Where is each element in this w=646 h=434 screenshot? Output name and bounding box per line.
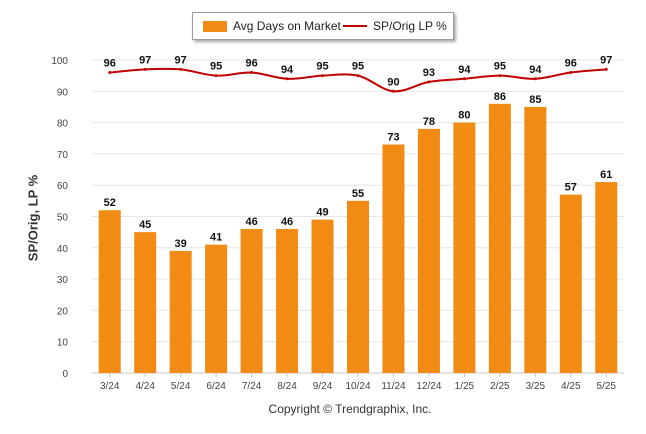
chart-legend: Avg Days on Market SP/Orig LP %	[192, 12, 454, 40]
line-data-label: 95	[494, 61, 506, 73]
line-point	[179, 67, 183, 71]
bar-days-on-market	[276, 229, 299, 373]
line-data-label: 97	[139, 54, 151, 66]
y-tick-label: 70	[57, 150, 69, 161]
bar-days-on-market	[205, 244, 228, 373]
bar-days-on-market	[417, 128, 440, 373]
line-data-label: 97	[175, 54, 187, 66]
line-data-label: 96	[104, 58, 116, 70]
y-tick-label: 10	[57, 338, 69, 349]
bar-days-on-market	[453, 122, 476, 373]
line-point	[143, 67, 147, 71]
bar-data-label: 49	[316, 207, 328, 219]
bar-data-label: 45	[139, 219, 151, 231]
x-tick-label: 10/24	[345, 381, 370, 392]
line-point	[250, 71, 254, 75]
bar-days-on-market	[240, 229, 263, 373]
bar-data-label: 73	[387, 132, 399, 144]
x-tick-label: 2/25	[490, 381, 510, 392]
line-data-label: 95	[352, 61, 364, 73]
y-tick-label: 20	[57, 306, 69, 317]
bar-data-label: 52	[104, 197, 116, 209]
x-tick-label: 12/24	[416, 381, 441, 392]
y-tick-label: 90	[57, 87, 69, 98]
line-data-label: 93	[423, 67, 435, 79]
line-point	[533, 77, 537, 81]
line-point	[214, 74, 218, 78]
line-point	[285, 77, 289, 81]
y-tick-label: 100	[51, 56, 68, 67]
line-data-label: 96	[565, 58, 577, 70]
bar-data-label: 41	[210, 232, 222, 244]
legend-label-days-on-market: Avg Days on Market	[233, 19, 341, 33]
bar-data-label: 78	[423, 116, 435, 128]
line-point	[321, 74, 325, 78]
x-tick-label: 11/24	[381, 381, 406, 392]
legend-swatch-line	[343, 25, 367, 27]
line-point	[498, 74, 502, 78]
y-tick-label: 40	[57, 244, 69, 255]
line-data-label: 94	[281, 64, 294, 76]
bar-days-on-market	[311, 219, 334, 373]
line-data-label: 90	[387, 76, 399, 88]
legend-item-sp-orig-lp[interactable]: SP/Orig LP %	[343, 19, 447, 33]
bar-days-on-market	[524, 106, 547, 373]
line-point	[108, 71, 112, 75]
line-data-label: 97	[600, 54, 612, 66]
line-point	[427, 80, 431, 84]
bar-data-label: 55	[352, 188, 364, 200]
line-data-label: 94	[529, 64, 542, 76]
bar-days-on-market	[347, 200, 369, 373]
line-point	[391, 89, 395, 93]
legend-label-sp-orig-lp: SP/Orig LP %	[373, 19, 447, 33]
y-tick-label: 30	[57, 275, 69, 286]
y-tick-label: 50	[57, 213, 69, 224]
bar-days-on-market	[169, 250, 192, 373]
x-tick-label: 1/25	[455, 381, 475, 392]
bar-data-label: 61	[600, 169, 612, 181]
line-point	[356, 74, 360, 78]
x-tick-label: 9/24	[313, 381, 333, 392]
line-point	[604, 67, 608, 71]
y-axis-label: SP/Orig, LP %	[25, 174, 41, 262]
x-tick-label: 7/24	[242, 381, 262, 392]
line-data-label: 94	[458, 64, 471, 76]
x-tick-label: 4/25	[561, 381, 581, 392]
bar-data-label: 57	[565, 182, 577, 194]
legend-item-days-on-market[interactable]: Avg Days on Market	[203, 19, 341, 33]
line-point	[569, 71, 573, 75]
x-tick-label: 3/25	[526, 381, 546, 392]
bar-days-on-market	[98, 210, 121, 373]
y-tick-label: 0	[62, 369, 68, 380]
bar-days-on-market	[134, 232, 157, 373]
bar-days-on-market	[559, 194, 582, 373]
bar-data-label: 86	[494, 91, 506, 103]
line-point	[462, 77, 466, 81]
bar-data-label: 46	[245, 216, 257, 228]
bar-data-label: 46	[281, 216, 293, 228]
bar-days-on-market	[488, 103, 511, 373]
y-tick-label: 60	[57, 181, 69, 192]
y-tick-label: 80	[57, 119, 69, 130]
x-tick-label: 5/24	[171, 381, 191, 392]
bar-days-on-market	[595, 182, 618, 373]
line-data-label: 96	[245, 58, 257, 70]
x-tick-label: 4/24	[135, 381, 155, 392]
x-tick-label: 6/24	[206, 381, 226, 392]
x-tick-label: 8/24	[277, 381, 297, 392]
x-tick-label: 5/25	[597, 381, 617, 392]
line-data-label: 95	[210, 61, 222, 73]
x-tick-label: 3/24	[100, 381, 120, 392]
bar-days-on-market	[382, 144, 405, 373]
bar-data-label: 80	[458, 110, 470, 122]
legend-swatch-bar	[203, 20, 227, 32]
bar-data-label: 39	[175, 238, 187, 250]
bar-data-label: 85	[529, 94, 541, 106]
copyright-text: Copyright © Trendgraphix, Inc.	[268, 402, 432, 416]
line-data-label: 95	[316, 61, 328, 73]
